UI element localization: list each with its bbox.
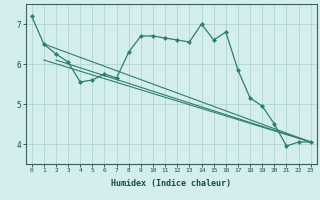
X-axis label: Humidex (Indice chaleur): Humidex (Indice chaleur) [111, 179, 231, 188]
